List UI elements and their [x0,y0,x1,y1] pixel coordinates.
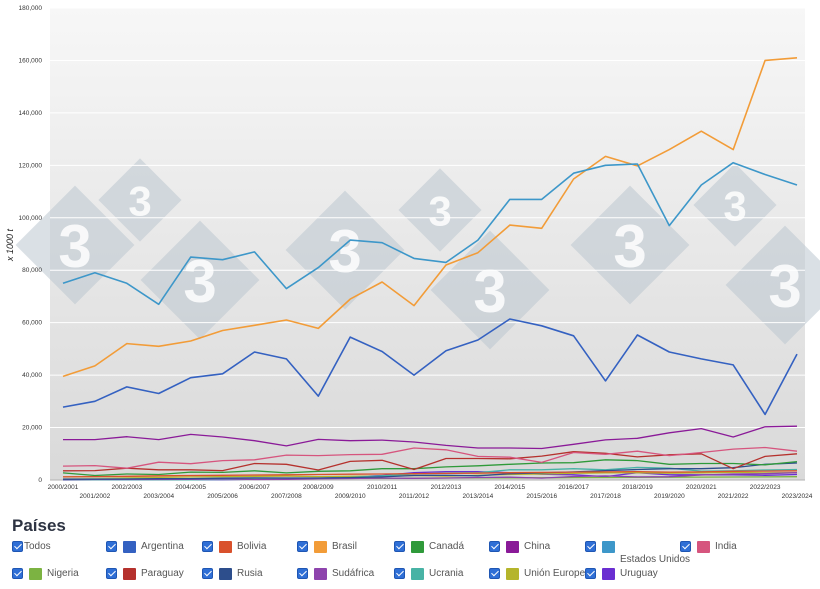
legend-swatch [506,568,519,580]
legend-swatch [411,541,424,553]
legend-swatch [602,568,615,580]
legend-label: India [715,541,737,552]
x-tick-label: 2009/2010 [335,493,366,500]
checkbox-bolivia[interactable] [202,541,213,552]
y-tick-label: 120,000 [19,162,43,169]
legend-swatch [219,568,232,580]
checkbox-nigeria[interactable] [12,568,23,579]
x-tick-label: 2021/2022 [718,493,749,500]
legend-swatch [219,541,232,553]
legend-label: Paraguay [141,568,184,579]
legend-label: Bolivia [237,541,267,552]
series-line-bolivia [62,470,798,478]
y-tick-label: 100,000 [19,215,43,222]
y-tick-label: 60,000 [22,320,42,327]
x-tick-label: 2006/2007 [239,484,270,491]
series-line-brasil [62,57,798,378]
x-tick-label: 2015/2016 [526,493,557,500]
legend-label: Brasil [332,541,358,552]
series-line-rusia [62,462,798,480]
legend-label: China [524,541,551,552]
x-tick-label: 2002/2003 [111,484,142,491]
checkbox-china[interactable] [489,541,500,552]
legend-label: Sudáfrica [332,568,375,579]
x-tick-label: 2017/2018 [590,493,621,500]
line-chart: 3 020,00040,00060,00080,000100,000120,00… [5,5,820,500]
series-line-india [62,446,798,469]
x-tick-label: 2022/2023 [750,484,781,491]
legend-label: Nigeria [47,568,79,579]
x-tick-label: 2005/2006 [207,493,238,500]
x-tick-label: 2011/2012 [399,493,430,500]
x-tick-label: 2000/2001 [48,484,79,491]
checkbox-rusia[interactable] [202,568,213,579]
legend: Países Todos Argentina Bolivia Brasil Canadá… [0,512,820,589]
checkbox-argentina[interactable] [106,541,117,552]
y-tick-label: 180,000 [19,5,43,12]
legend-swatch [697,541,710,553]
legend-label: Rusia [237,568,263,579]
x-tick-label: 2010/2011 [367,484,398,491]
x-tick-label: 2008/2009 [303,484,334,491]
series-line-sudafrica [62,472,798,481]
checkbox-union-europea[interactable] [489,568,500,579]
legend-label: Uruguay [620,568,658,579]
y-tick-label: 160,000 [19,57,43,64]
x-tick-label: 2016/2017 [558,484,589,491]
checkbox-sudafrica[interactable] [297,568,308,579]
legend-label: Unión Europea [524,568,591,579]
legend-swatch [314,568,327,580]
legend-swatch [123,568,136,580]
x-tick-label: 2001/2002 [80,493,111,500]
series-line-china [63,425,798,450]
checkbox-paraguay[interactable] [106,568,117,579]
x-tick-label: 2014/2015 [494,484,525,491]
legend-label: Todos [24,541,51,552]
legend-swatch [123,541,136,553]
checkbox-brasil[interactable] [297,541,308,552]
checkbox-estados-unidos[interactable] [585,541,596,552]
series-line-argentina [62,318,798,416]
legend-swatch [29,568,42,580]
y-tick-label: 0 [38,477,42,484]
x-tick-label: 2007/2008 [271,493,302,500]
y-tick-label: 80,000 [22,267,42,274]
checkbox-ucrania[interactable] [394,568,405,579]
y-tick-label: 40,000 [22,372,42,379]
plot-background [50,8,805,480]
x-tick-label: 2013/2014 [463,493,494,500]
checkbox-uruguay[interactable] [585,568,596,579]
checkbox-todos[interactable] [12,541,23,552]
legend-label: Canadá [429,541,465,552]
checkbox-canada[interactable] [394,541,405,552]
legend-swatch [411,568,424,580]
legend-swatch [602,541,615,553]
x-tick-label: 2012/2013 [431,484,462,491]
x-tick-label: 2020/2021 [686,484,717,491]
legend-swatch [314,541,327,553]
chart-area: 3 020,00040,00060,00080,000100,000120,00… [5,5,820,500]
y-tick-label: 140,000 [19,110,43,117]
legend-swatch [506,541,519,553]
series-lines [62,57,798,481]
legend-label: Ucrania [429,568,464,579]
x-tick-label: 2004/2005 [175,484,206,491]
legend-label: Estados Unidos [620,554,691,565]
legend-title: Países [12,516,66,535]
series-line-canada [62,459,798,477]
checkbox-india[interactable] [680,541,691,552]
x-tick-label: 2003/2004 [143,493,174,500]
x-axis-ticks: 2000/20012001/20022002/20032003/20042004… [48,484,813,500]
y-axis-ticks: 0 20,000 40,000 60,000 80,000 100,000 120,000 1… [19,5,43,484]
legend-label: Argentina [141,541,184,552]
x-tick-label: 2019/2020 [654,493,685,500]
y-tick-label: 20,000 [22,425,42,432]
y-axis-label: x 1000 t [5,228,15,262]
series-line-estados-unidos [62,161,798,306]
x-tick-label: 2018/2019 [622,484,653,491]
x-tick-label: 2023/2024 [782,493,813,500]
